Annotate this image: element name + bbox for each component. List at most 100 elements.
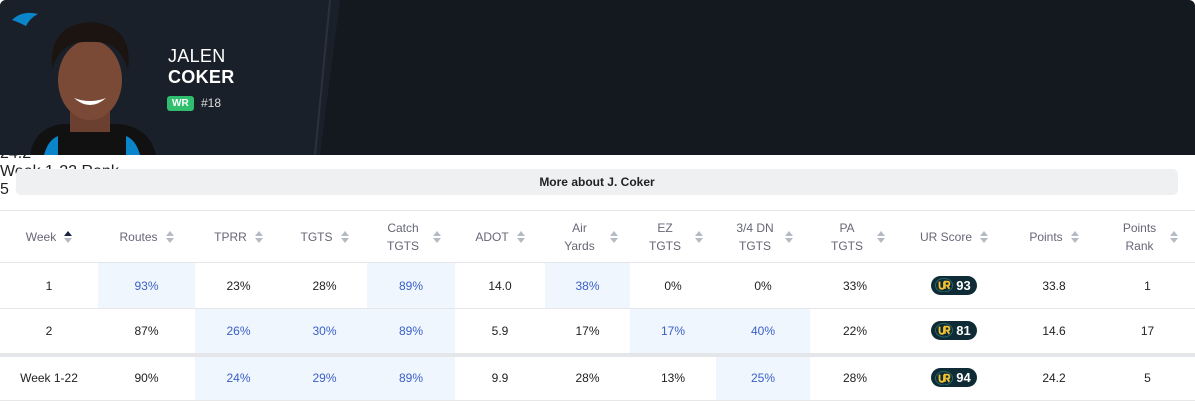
sort-icon[interactable] xyxy=(1070,230,1079,243)
sort-icon[interactable] xyxy=(254,230,263,243)
ur-score-pill: 94 xyxy=(931,368,977,388)
column-header[interactable]: ADOT xyxy=(455,210,545,263)
table-cell: 26% xyxy=(195,308,282,355)
column-header[interactable]: Points Rank xyxy=(1100,210,1195,263)
table-cell: 94 xyxy=(900,352,1008,401)
last-name: COKER xyxy=(168,67,235,87)
table-cell: 0% xyxy=(716,262,810,309)
player-photo xyxy=(0,0,340,155)
stat-value-box: 5 xyxy=(0,181,150,199)
table-cell: 9.9 xyxy=(455,352,545,401)
sort-icon[interactable] xyxy=(340,230,349,243)
header-inner: TPRR xyxy=(214,228,263,246)
table-cell: 89% xyxy=(367,308,455,355)
sort-icon[interactable] xyxy=(695,230,703,243)
sort-icon[interactable] xyxy=(785,230,793,243)
sort-icon[interactable] xyxy=(165,230,174,243)
table-cell: 87% xyxy=(98,308,195,355)
header-text: Week xyxy=(25,229,57,244)
first-name: JALEN xyxy=(168,46,226,66)
header-text: PA TGTS xyxy=(831,220,863,253)
table-cell: 90% xyxy=(98,352,195,401)
header-text: 3/4 DN TGTS xyxy=(736,220,774,253)
header-text: Points Rank xyxy=(1122,220,1157,253)
table-row: 1 93% 23% 28% 89% 14.0 38% 0% 0% 33% 93 33.8 1 xyxy=(0,262,1195,309)
header-inner: Points xyxy=(1029,228,1079,246)
ur-logo xyxy=(935,277,954,293)
table-cell: 29% xyxy=(282,352,367,401)
table-cell: 17% xyxy=(630,308,716,355)
header-inner: Catch TGTS xyxy=(381,219,441,255)
stats-table: Week Routes TPRR TGTS Catch TGTS ADOT Air Yard… xyxy=(0,210,1195,401)
sort-icon[interactable] xyxy=(609,230,618,243)
table-cell: 22% xyxy=(810,308,900,355)
header-text: Air Yards xyxy=(564,220,595,253)
header-text: TPRR xyxy=(214,229,247,244)
table-cell: 28% xyxy=(810,352,900,401)
ur-logo xyxy=(935,323,954,338)
header-text: ADOT xyxy=(475,229,509,244)
table-cell: 33% xyxy=(810,262,900,309)
column-header[interactable]: 3/4 DN TGTS xyxy=(716,210,810,263)
sort-icon[interactable] xyxy=(64,230,73,243)
header-text: Points xyxy=(1029,229,1063,244)
table-cell: Week 1-22 xyxy=(0,352,98,401)
header-text: TGTS xyxy=(300,229,333,244)
table-cell: 5.9 xyxy=(455,308,545,355)
header-text: UR Score xyxy=(919,229,972,244)
sort-icon[interactable] xyxy=(516,230,525,243)
header-text: Catch TGTS xyxy=(387,220,419,253)
table-cell: 17% xyxy=(545,308,630,355)
stat-value: 5 xyxy=(0,180,9,198)
jersey-number: #18 xyxy=(201,96,222,110)
table-cell: 28% xyxy=(282,262,367,309)
column-header[interactable]: Catch TGTS xyxy=(367,210,455,263)
column-header[interactable]: Routes xyxy=(98,210,195,263)
table-cell: 14.0 xyxy=(455,262,545,309)
table-cell: 17 xyxy=(1100,308,1195,355)
table-cell: 1 xyxy=(0,262,98,309)
table-cell: 5 xyxy=(1100,352,1195,401)
table-cell: 23% xyxy=(195,262,282,309)
header-inner: Air Yards xyxy=(558,219,618,255)
table-row: 2 87% 26% 30% 89% 5.9 17% 17% 40% 22% 81 14.6 17 xyxy=(0,308,1195,355)
ur-score: 93 xyxy=(956,277,971,293)
header-inner: ADOT xyxy=(475,228,525,246)
ur-score-pill: 81 xyxy=(931,320,977,340)
sort-icon[interactable] xyxy=(877,230,885,243)
header-inner: Routes xyxy=(119,228,174,246)
table-cell: 0% xyxy=(630,262,716,309)
sort-icon[interactable] xyxy=(433,230,441,243)
column-header[interactable]: UR Score xyxy=(900,210,1008,263)
column-header[interactable]: EZ TGTS xyxy=(630,210,716,263)
table-cell: 40% xyxy=(716,308,810,355)
column-header[interactable]: Points xyxy=(1008,210,1100,263)
table-cell: 38% xyxy=(545,262,630,309)
table-cell: 30% xyxy=(282,308,367,355)
table-cell: 14.6 xyxy=(1008,308,1100,355)
ur-score-pill: 93 xyxy=(931,275,977,295)
column-header[interactable]: TGTS xyxy=(282,210,367,263)
ur-logo xyxy=(935,370,954,386)
table-cell: 25% xyxy=(716,352,810,401)
header-inner: 3/4 DN TGTS xyxy=(733,219,793,255)
sort-icon[interactable] xyxy=(1169,230,1178,243)
column-header[interactable]: TPRR xyxy=(195,210,282,263)
table-cell: 13% xyxy=(630,352,716,401)
header-inner: PA TGTS xyxy=(825,219,885,255)
player-header: JALEN COKER WR #18 xyxy=(0,0,1195,155)
sort-icon[interactable] xyxy=(980,230,988,243)
header-text: Routes xyxy=(119,229,158,244)
column-header[interactable]: Air Yards xyxy=(545,210,630,263)
column-header[interactable]: Week xyxy=(0,210,98,263)
header-inner: Points Rank xyxy=(1118,219,1178,255)
table-cell: 1 xyxy=(1100,262,1195,309)
table-cell: 33.8 xyxy=(1008,262,1100,309)
table-row: Week 1-22 90% 24% 29% 89% 9.9 28% 13% 25% 28% 94 24… xyxy=(0,352,1195,401)
header-inner: TGTS xyxy=(301,228,349,246)
ur-score: 94 xyxy=(956,370,971,386)
column-header[interactable]: PA TGTS xyxy=(810,210,900,263)
more-button[interactable]: More about J. Coker xyxy=(16,169,1178,195)
header-text: EZ TGTS xyxy=(649,220,681,253)
